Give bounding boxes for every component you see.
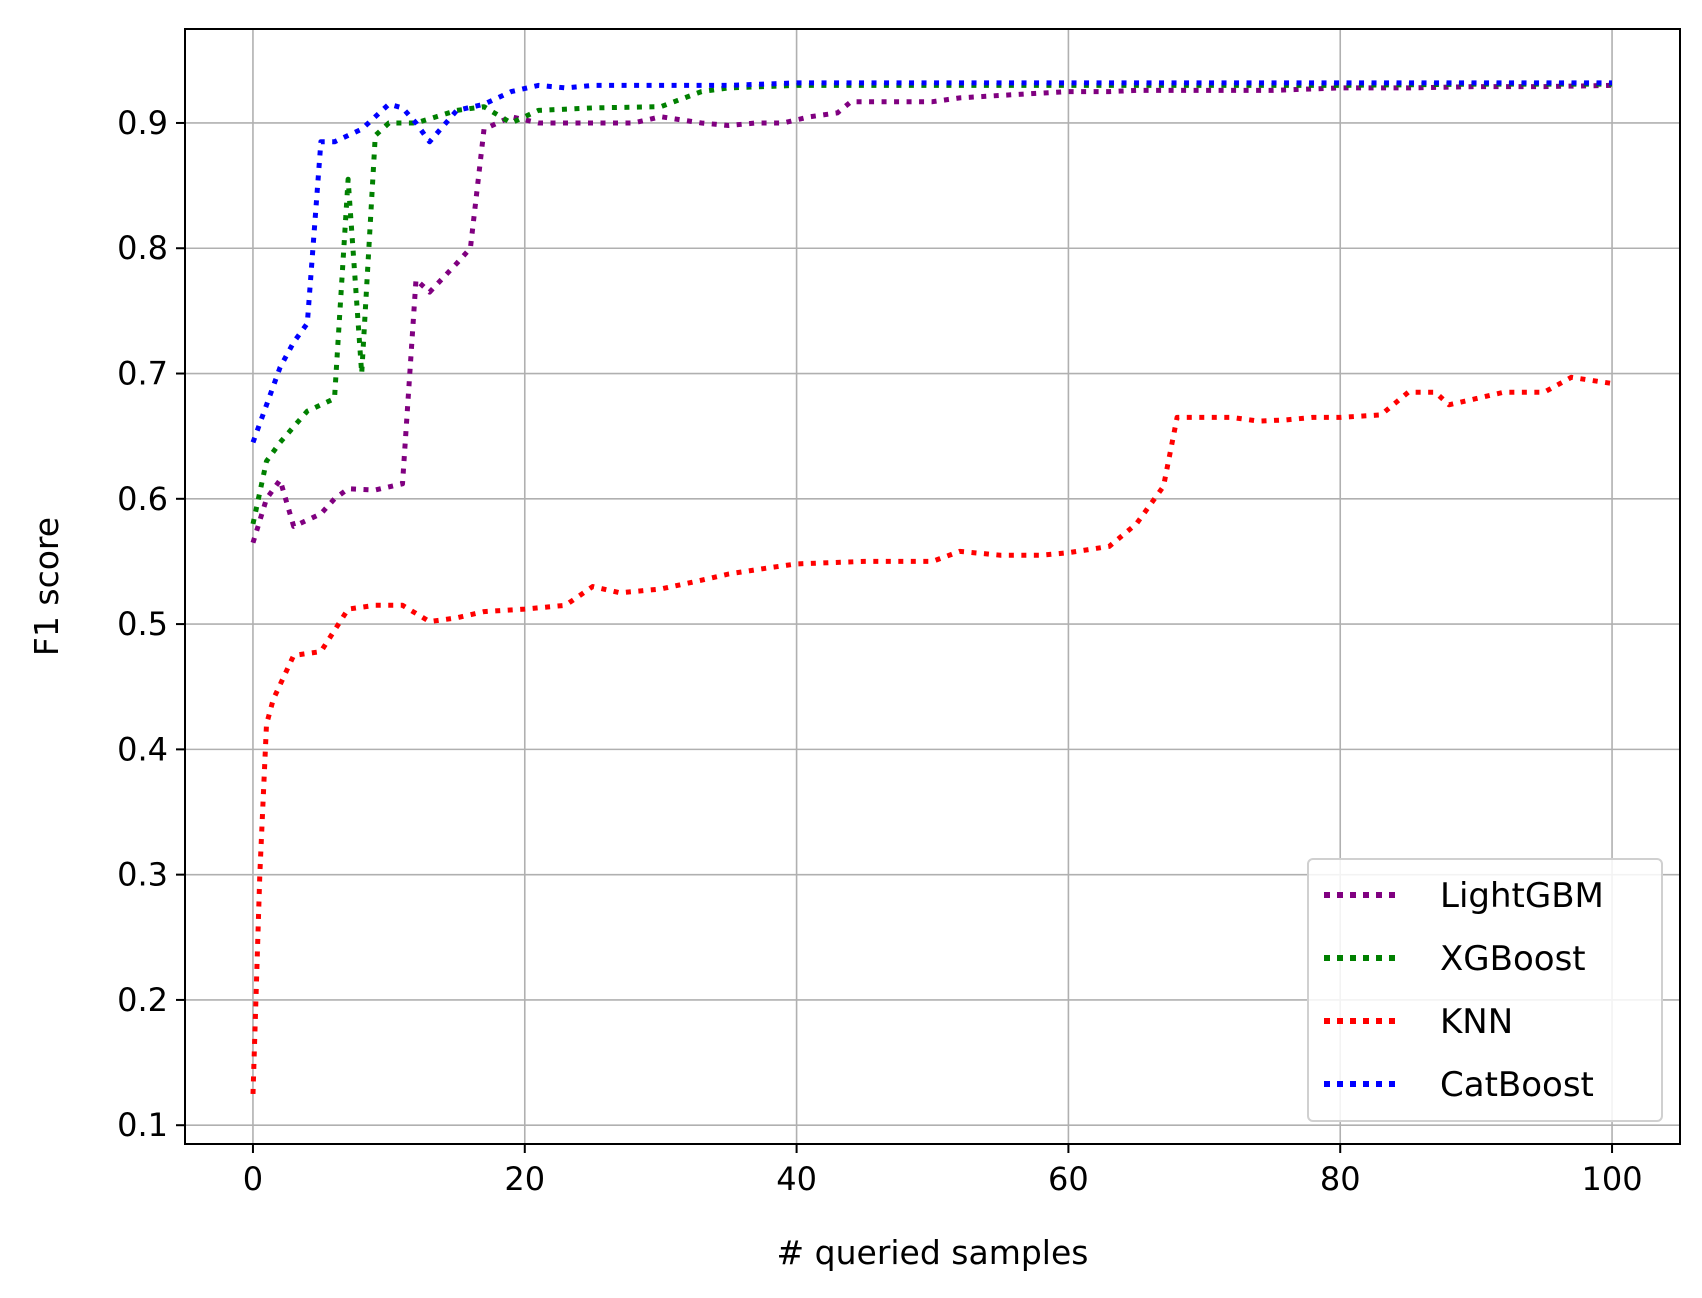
legend-label: LightGBM — [1440, 876, 1604, 916]
x-tick-label: 40 — [776, 1160, 817, 1198]
legend-label: KNN — [1440, 1002, 1513, 1042]
y-tick-label: 0.2 — [117, 981, 168, 1019]
y-tick-label: 0.3 — [117, 856, 168, 894]
y-tick-label: 0.7 — [117, 355, 168, 393]
x-tick-label: 60 — [1048, 1160, 1089, 1198]
y-tick-label: 0.1 — [117, 1106, 168, 1144]
series-line-lightgbm — [250, 82, 1613, 544]
series-line-catboost — [250, 80, 1612, 444]
series-layer — [250, 80, 1613, 1094]
legend-label: CatBoost — [1440, 1065, 1594, 1105]
y-tick-label: 0.9 — [117, 104, 168, 142]
x-tick-label: 0 — [243, 1160, 263, 1198]
legend-entry-catboost: CatBoost — [1324, 1065, 1594, 1105]
y-axis-title: F1 score — [27, 517, 66, 656]
legend-label: XGBoost — [1440, 939, 1586, 979]
x-axis-title: # queried samples — [777, 1233, 1089, 1272]
grid — [185, 29, 1680, 1144]
x-tick-label: 80 — [1320, 1160, 1361, 1198]
legend-entry-lightgbm: LightGBM — [1324, 876, 1604, 916]
y-tick-label: 0.4 — [117, 730, 168, 768]
y-axis-ticks: 0.1 0.2 0.3 0.4 0.5 0.6 0.7 0.8 0.9 — [117, 104, 185, 1144]
legend-entry-xgboost: XGBoost — [1324, 939, 1586, 979]
x-tick-label: 100 — [1582, 1160, 1643, 1198]
legend-entry-knn: KNN — [1324, 1002, 1513, 1042]
legend-box — [1307, 858, 1663, 1122]
y-tick-label: 0.6 — [117, 480, 168, 518]
x-axis-ticks: 0 20 40 60 80 100 — [243, 1144, 1643, 1198]
y-tick-label: 0.5 — [117, 605, 168, 643]
x-tick-label: 20 — [504, 1160, 545, 1198]
y-tick-label: 0.8 — [117, 229, 168, 267]
legend: LightGBM XGBoost KNN CatBoost — [1307, 858, 1663, 1122]
plot-frame — [184, 28, 1681, 1145]
series-line-knn — [250, 374, 1613, 1094]
